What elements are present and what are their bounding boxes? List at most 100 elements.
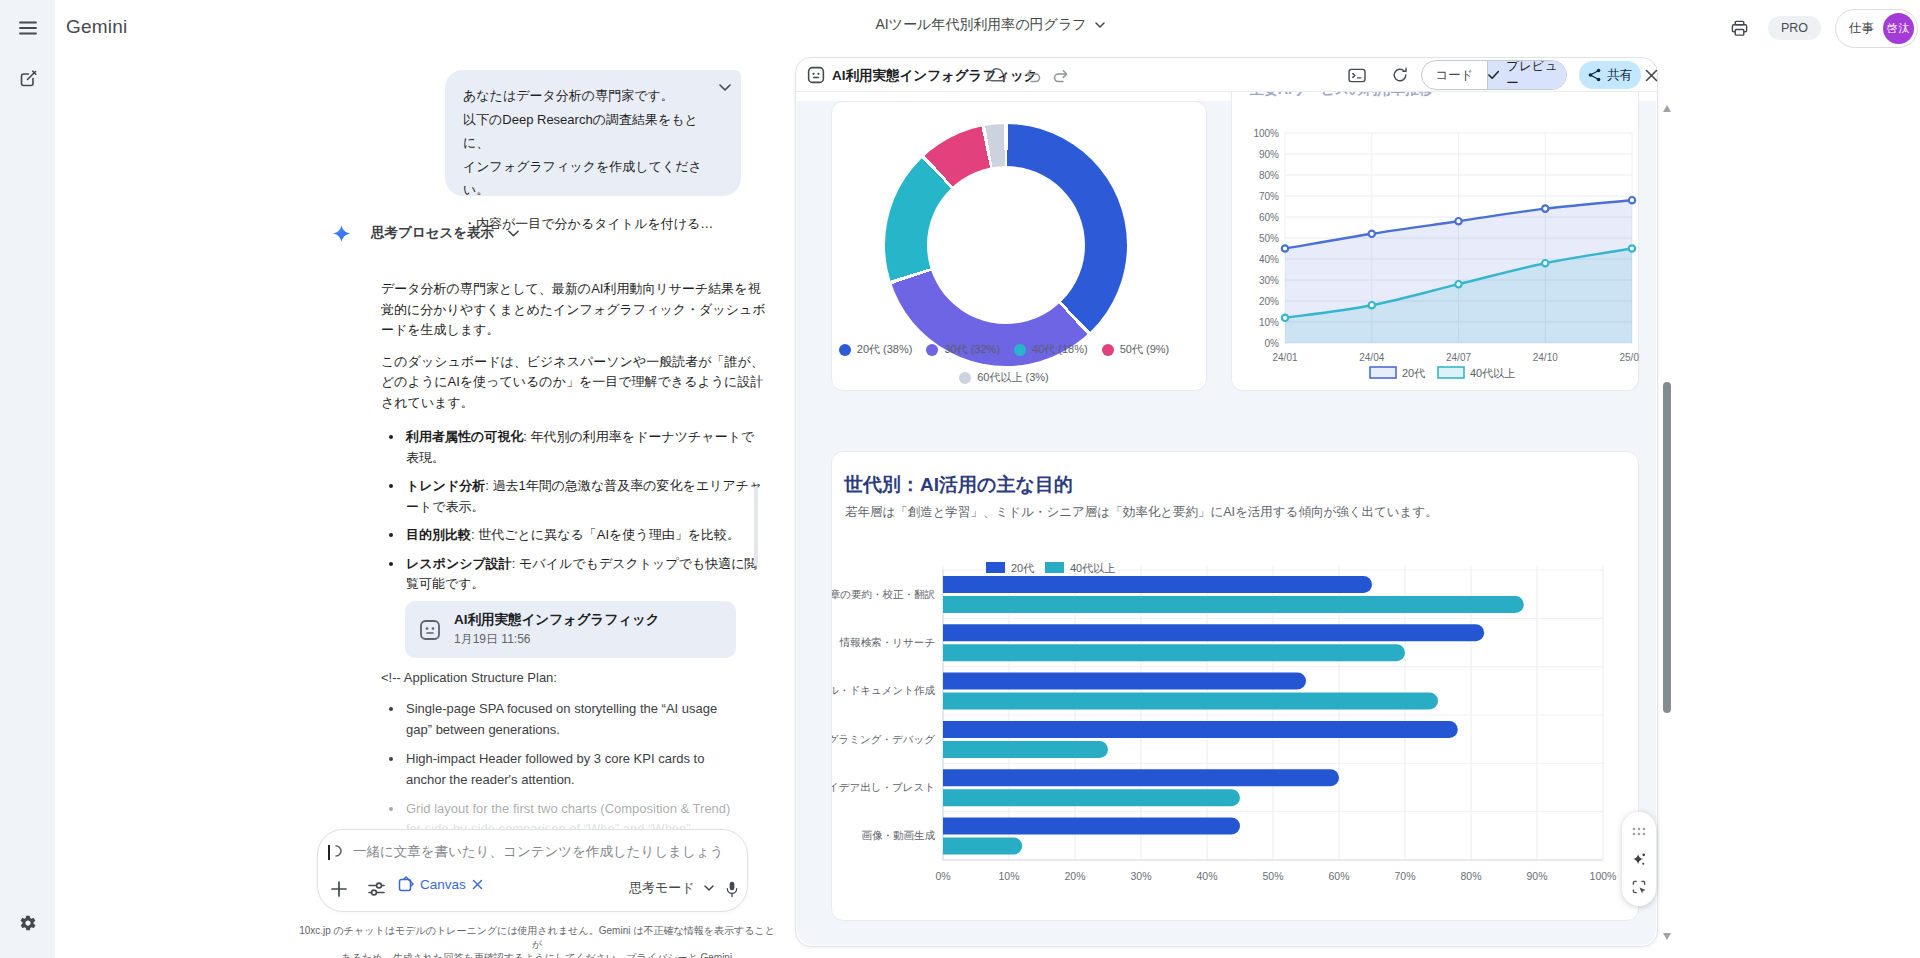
artifact-icon (419, 619, 441, 641)
chevron-down-icon (508, 230, 519, 237)
canvas-chip[interactable]: Canvas (398, 876, 483, 892)
close-canvas-button[interactable] (1641, 65, 1661, 85)
scroll-down-arrow[interactable] (1663, 933, 1671, 940)
response-bullet: 目的別比較: 世代ごとに異なる「AIを使う理由」を比較。 (381, 525, 781, 546)
svg-text:60%: 60% (1328, 870, 1349, 882)
menu-button[interactable] (13, 13, 43, 43)
bar-chart-subtitle: 若年層は「創造と学習」、ミドル・シニア層は「効率化と要約」にAIを活用する傾向が… (845, 504, 1438, 521)
legend-item[interactable]: 20代 (38%) (839, 342, 913, 357)
microphone-icon (725, 880, 739, 899)
save-status-button[interactable] (986, 65, 1006, 85)
chevron-down-icon (1095, 22, 1105, 28)
response-line: どのようにAIを使っているのか」を一目で理解できるように設計 (381, 372, 781, 393)
privacy-link[interactable]: プライバシーと Gemini (626, 952, 732, 958)
mode-label: 思考モード (629, 879, 695, 897)
svg-text:24/01: 24/01 (1272, 352, 1297, 363)
svg-text:90%: 90% (1526, 870, 1547, 882)
trend-chart-card: 主要AIサービスの利用率推移 0%10%20%30%40%50%60%70%80… (1231, 92, 1639, 391)
bar-chart-title: 世代別：AI活用の主な目的 (844, 472, 1073, 498)
view-toggle: コード プレビュー (1421, 60, 1567, 90)
legend-item[interactable]: 30代 (32%) (926, 342, 1000, 357)
thought-process-toggle[interactable]: 思考プロセスを表示 (333, 224, 519, 242)
pro-badge[interactable]: PRO (1768, 16, 1821, 40)
trend-area-chart: 0%10%20%30%40%50%60%70%80%90%100%24/0124… (1242, 99, 1640, 391)
plan-line: Single-page SPA focused on storytelling … (406, 699, 781, 719)
scrollbar-thumb[interactable] (1663, 382, 1671, 713)
code-tab[interactable]: コード (1422, 61, 1488, 89)
chevron-down-icon (704, 885, 714, 891)
donut-legend-row: 60代以上 (3%) (816, 370, 1192, 385)
svg-text:25/01: 25/01 (1619, 352, 1640, 363)
svg-text:0%: 0% (1265, 338, 1280, 349)
disclaimer: 10xc.jp のチャットはモデルのトレーニングには使用されません。Gemini… (297, 924, 777, 958)
avatar[interactable]: 啓汰 (1883, 13, 1914, 44)
thought-toggle-label: 思考プロセスを表示 (371, 224, 494, 242)
scroll-up-arrow[interactable] (1663, 105, 1671, 112)
svg-text:70%: 70% (1394, 870, 1415, 882)
mode-selector[interactable]: 思考モード (629, 879, 714, 897)
canvas-preview: 20代 (38%) 30代 (32%) 40代 (18%) 50代 (9%) 60代以… (797, 92, 1656, 945)
plan-line: anchor the reader's attention. (406, 770, 781, 790)
select-element-button[interactable] (1622, 874, 1656, 900)
printer-icon (1730, 19, 1749, 38)
open-window-button[interactable] (1347, 65, 1367, 85)
undo-icon (1024, 68, 1041, 83)
artifact-icon-button[interactable] (806, 65, 826, 85)
svg-text:0%: 0% (935, 870, 950, 882)
svg-text:24/07: 24/07 (1446, 352, 1471, 363)
gear-icon (19, 914, 37, 932)
svg-text:情報検索・リサーチ: 情報検索・リサーチ (839, 636, 935, 648)
add-button[interactable] (328, 878, 350, 900)
svg-text:70%: 70% (1259, 191, 1279, 202)
print-button[interactable] (1724, 12, 1756, 44)
more-options-button[interactable] (1622, 818, 1656, 844)
svg-text:60%: 60% (1259, 212, 1279, 223)
check-icon (1488, 70, 1499, 80)
redo-button[interactable] (1051, 65, 1071, 85)
document-title: AIツール年代別利用率の円グラフ (875, 16, 1086, 34)
redo-icon (1053, 68, 1070, 83)
legend-item[interactable]: 50代 (9%) (1102, 342, 1170, 357)
legend-item[interactable]: 60代以上 (3%) (959, 370, 1049, 385)
svg-text:文章の要約・校正・翻訳: 文章の要約・校正・翻訳 (832, 588, 935, 600)
bar-chart-card: 世代別：AI活用の主な目的 若年層は「創造と学習」、ミドル・シニア層は「効率化と… (831, 451, 1639, 921)
canvas-tools (1622, 812, 1656, 906)
close-icon[interactable] (472, 879, 483, 890)
svg-text:50%: 50% (1262, 870, 1283, 882)
svg-text:10%: 10% (1259, 317, 1279, 328)
ai-edit-button[interactable] (1622, 846, 1656, 872)
new-chat-button[interactable] (13, 63, 43, 93)
cloud-icon (987, 68, 1006, 82)
canvas-header: AI利用実態インフォグラフィック コード プレビュー 共有 (796, 58, 1657, 92)
share-button[interactable]: 共有 (1579, 61, 1641, 89)
assistant-response-text: データ分析の専門家として、最新のAI利用動向リサーチ結果を視 覚的に分かりやすく… (381, 279, 781, 603)
refresh-button[interactable] (1390, 65, 1410, 85)
text-caret (328, 845, 330, 860)
plan-line: High-impact Header followed by 3 core KP… (406, 749, 781, 769)
account-switcher[interactable]: 仕事 啓汰 (1835, 9, 1918, 48)
undo-button[interactable] (1022, 65, 1042, 85)
preview-tab[interactable]: プレビュー (1488, 61, 1566, 89)
settings-button[interactable] (13, 908, 43, 938)
svg-text:プログラミング・デバッグ: プログラミング・デバッグ (832, 733, 935, 745)
cursor-icon (334, 845, 345, 859)
user-message-line: あなたはデータ分析の専門家です。 (463, 84, 723, 108)
artifact-card[interactable]: AI利用実態インフォグラフィック 1月19日 11:56 (405, 601, 736, 658)
legend-item[interactable]: 40代 (18%) (1014, 342, 1088, 357)
plan-line: Grid layout for the first two charts (Co… (406, 799, 781, 819)
share-icon (1588, 68, 1601, 82)
dots-grid-icon (1632, 827, 1646, 836)
mic-button[interactable] (721, 878, 743, 900)
chat-input[interactable]: 一緒に文章を書いたり、コンテンツを作成したりしましょう Canvas 思考モード (317, 829, 748, 912)
sparkle-icon (1632, 852, 1647, 867)
canvas-panel: AI利用実態インフォグラフィック コード プレビュー 共有 (795, 57, 1658, 947)
svg-text:40%: 40% (1259, 254, 1279, 265)
expand-message-button[interactable] (719, 84, 731, 91)
tools-button[interactable] (365, 878, 387, 900)
assistant-response-plan: <!-- Application Structure Plan: Single-… (381, 668, 781, 849)
svg-text:30%: 30% (1259, 275, 1279, 286)
response-bullet: 利用者属性の可視化: 年代別の利用率をドーナツチャートで表現。 (381, 427, 781, 468)
svg-text:100%: 100% (1590, 870, 1617, 882)
chat-scrollbar[interactable] (754, 486, 758, 566)
document-title-menu[interactable]: AIツール年代別利用率の円グラフ (800, 16, 1180, 34)
